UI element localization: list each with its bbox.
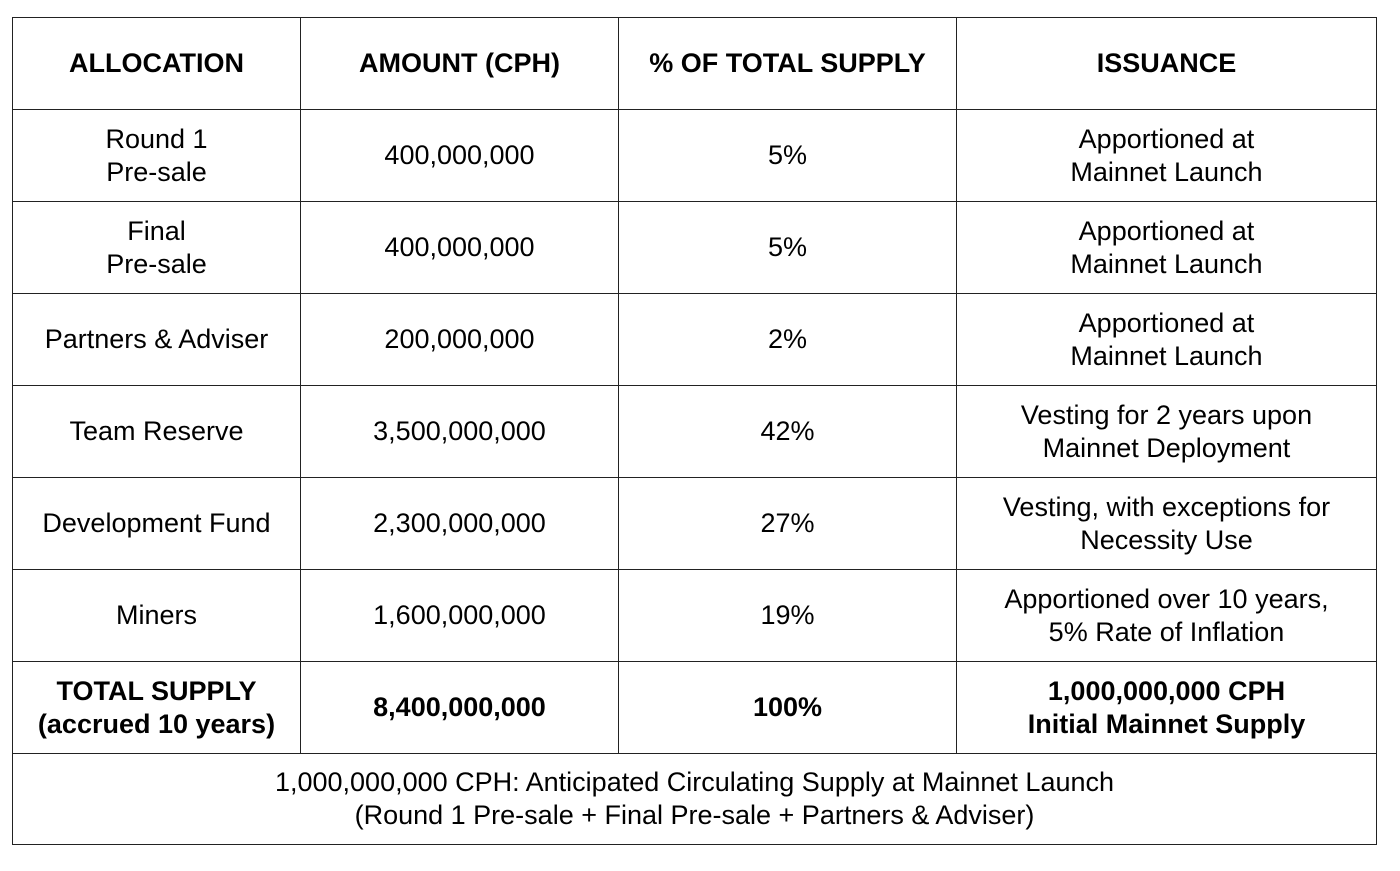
- footer-row: 1,000,000,000 CPH: Anticipated Circulati…: [12, 753, 1377, 845]
- allocation-cell: Team Reserve: [12, 385, 301, 478]
- percent-cell: 27%: [618, 477, 957, 570]
- issuance-line: Vesting for 2 years upon: [1020, 399, 1313, 430]
- issuance-line: Apportioned at: [1078, 307, 1255, 338]
- header-issuance: ISSUANCE: [956, 17, 1377, 110]
- allocation-cell: Round 1 Pre-sale: [12, 109, 301, 202]
- issuance-cell: Vesting for 2 years upon Mainnet Deploym…: [956, 385, 1377, 478]
- total-allocation-cell: TOTAL SUPPLY (accrued 10 years): [12, 661, 301, 754]
- percent-cell: 42%: [618, 385, 957, 478]
- table-header: ALLOCATION AMOUNT (CPH) % OF TOTAL SUPPL…: [12, 17, 1377, 110]
- amount-cell: 400,000,000: [300, 109, 619, 202]
- total-issuance-cell: 1,000,000,000 CPH Initial Mainnet Supply: [956, 661, 1377, 754]
- issuance-cell: Apportioned at Mainnet Launch: [956, 201, 1377, 294]
- total-allocation-line: (accrued 10 years): [37, 708, 276, 739]
- issuance-line: Mainnet Launch: [1070, 248, 1263, 279]
- allocation-line: Pre-sale: [106, 248, 207, 279]
- issuance-line: Apportioned over 10 years,: [1004, 583, 1329, 614]
- issuance-line: Apportioned at: [1078, 123, 1255, 154]
- table-row: Team Reserve 3,500,000,000 42% Vesting f…: [12, 385, 1377, 478]
- total-issuance-line: 1,000,000,000 CPH: [1047, 675, 1286, 706]
- table-row: Partners & Adviser 200,000,000 2% Apport…: [12, 293, 1377, 386]
- amount-cell: 1,600,000,000: [300, 569, 619, 662]
- allocation-line: Pre-sale: [106, 156, 207, 187]
- amount-cell: 3,500,000,000: [300, 385, 619, 478]
- issuance-cell: Apportioned at Mainnet Launch: [956, 109, 1377, 202]
- total-allocation-line: TOTAL SUPPLY: [56, 675, 257, 706]
- issuance-cell: Apportioned over 10 years, 5% Rate of In…: [956, 569, 1377, 662]
- issuance-line: 5% Rate of Inflation: [1048, 616, 1285, 647]
- allocation-cell: Miners: [12, 569, 301, 662]
- header-allocation: ALLOCATION: [12, 17, 301, 110]
- footer-note-line: 1,000,000,000 CPH: Anticipated Circulati…: [274, 767, 1115, 797]
- issuance-line: Mainnet Launch: [1070, 340, 1263, 371]
- amount-cell: 400,000,000: [300, 201, 619, 294]
- header-row: ALLOCATION AMOUNT (CPH) % OF TOTAL SUPPL…: [12, 17, 1377, 110]
- total-issuance-line: Initial Mainnet Supply: [1027, 708, 1306, 739]
- percent-cell: 19%: [618, 569, 957, 662]
- percent-cell: 5%: [618, 109, 957, 202]
- issuance-line: Apportioned at: [1078, 215, 1255, 246]
- footer-note-line: (Round 1 Pre-sale + Final Pre-sale + Par…: [354, 800, 1035, 830]
- header-amount: AMOUNT (CPH): [300, 17, 619, 110]
- allocation-cell: Final Pre-sale: [12, 201, 301, 294]
- amount-cell: 2,300,000,000: [300, 477, 619, 570]
- percent-cell: 2%: [618, 293, 957, 386]
- allocation-line: Final: [127, 215, 186, 246]
- allocation-cell: Development Fund: [12, 477, 301, 570]
- total-percent-cell: 100%: [618, 661, 957, 754]
- token-allocation-table: ALLOCATION AMOUNT (CPH) % OF TOTAL SUPPL…: [12, 17, 1377, 845]
- amount-cell: 200,000,000: [300, 293, 619, 386]
- issuance-cell: Vesting, with exceptions for Necessity U…: [956, 477, 1377, 570]
- allocation-cell: Partners & Adviser: [12, 293, 301, 386]
- total-amount-cell: 8,400,000,000: [300, 661, 619, 754]
- table-row: Round 1 Pre-sale 400,000,000 5% Apportio…: [12, 109, 1377, 202]
- issuance-line: Mainnet Launch: [1070, 156, 1263, 187]
- header-percent: % OF TOTAL SUPPLY: [618, 17, 957, 110]
- table-row: Development Fund 2,300,000,000 27% Vesti…: [12, 477, 1377, 570]
- issuance-line: Mainnet Deployment: [1042, 432, 1291, 463]
- table-row: Miners 1,600,000,000 19% Apportioned ove…: [12, 569, 1377, 662]
- allocation-line: Round 1: [105, 123, 208, 154]
- total-row: TOTAL SUPPLY (accrued 10 years) 8,400,00…: [12, 661, 1377, 754]
- issuance-line: Vesting, with exceptions for: [1002, 491, 1331, 522]
- table-body: Round 1 Pre-sale 400,000,000 5% Apportio…: [12, 109, 1377, 845]
- table-row: Final Pre-sale 400,000,000 5% Apportione…: [12, 201, 1377, 294]
- percent-cell: 5%: [618, 201, 957, 294]
- issuance-cell: Apportioned at Mainnet Launch: [956, 293, 1377, 386]
- issuance-line: Necessity Use: [1080, 524, 1253, 555]
- footer-note-cell: 1,000,000,000 CPH: Anticipated Circulati…: [12, 753, 1377, 845]
